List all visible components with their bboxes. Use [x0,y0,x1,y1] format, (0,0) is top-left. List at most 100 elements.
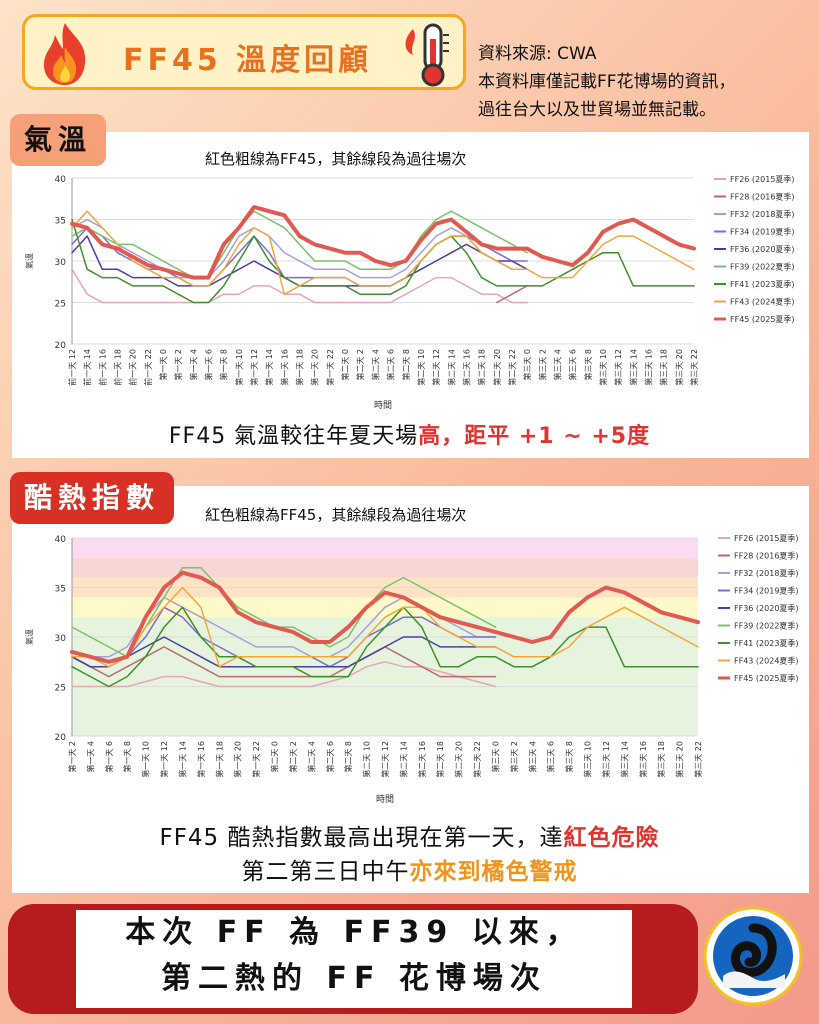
x-tick-label: 第二天 16 [417,741,427,778]
legend-entry: FF34 (2019夏季) [734,586,799,596]
x-tick-label: 第一天 6 [104,741,114,773]
x-tick-label: 第三天 6 [568,349,578,381]
series-line-ff28 [496,285,528,304]
x-tick-label: 第二天 10 [416,349,426,386]
conclusion-banner: 本次 FF 為 FF39 以來， 第二熱的 FF 花博場次 [8,904,698,1014]
conclusion-line: 本次 FF 為 FF39 以來， [125,915,583,950]
heat-index-tab: 酷熱指數 [10,472,175,524]
x-tick-label: 第三天 8 [564,741,574,773]
legend-entry: FF45 (2025夏季) [734,673,799,683]
risk-band [72,538,698,558]
x-tick-label: 第二天 20 [454,741,464,778]
legend-entry: FF32 (2018夏季) [730,209,795,219]
y-axis-label: 氣溫 [24,629,34,645]
heat-index-subtitle: 紅色粗線為FF45，其餘線段為過往場次 [205,506,467,524]
x-tick-label: 第三天 10 [598,349,608,386]
series-line-ff28 [71,646,497,678]
x-tick-label: 第三天 2 [509,741,519,773]
x-tick-label: 第三天 20 [674,349,684,386]
legend-entry: FF39 (2022夏季) [730,262,795,272]
x-tick-label: 第二天 18 [477,349,487,386]
x-tick-label: 第二天 4 [370,349,380,381]
x-tick-label: 第一天 20 [310,349,320,386]
y-tick-label: 40 [55,175,67,185]
summary-highlight: 高，距平 +1 ~ +5度 [418,424,651,449]
x-tick-label: 第一天 10 [141,741,151,778]
summary-text: FF45 氣溫較往年夏天場 [168,424,419,449]
x-tick-label: 第三天 8 [583,349,593,381]
x-axis-label: 時間 [376,794,394,805]
x-tick-label: 第三天 0 [522,349,532,381]
series-line-ff43 [71,210,695,295]
x-tick-label: 第一天 0 [158,349,168,381]
x-tick-label: 第二天 8 [401,349,411,381]
temperature-tab: 氣溫 [10,114,107,166]
x-tick-label: 第一天 22 [251,741,261,778]
y-tick-label: 30 [55,258,67,268]
x-tick-label: 第三天 4 [527,741,537,773]
x-tick-label: 第二天 22 [472,741,482,778]
x-tick-label: 前一天 14 [82,349,92,386]
weather-bureau-logo [703,906,803,1006]
x-tick-label: 第一天 10 [234,349,244,386]
x-tick-label: 第一天 4 [85,741,95,773]
series-line-ff45 [70,205,696,280]
x-tick-label: 前一天 16 [97,349,107,386]
heat-index-summary-line1: FF45 酷熱指數最高出現在第一天，達紅色危險 [0,818,819,852]
x-tick-label: 第一天 8 [219,349,229,381]
title-box: FF45 溫度回顧 [22,14,466,90]
y-tick-label: 35 [55,217,66,227]
source-line: 資料來源: CWA [478,44,597,64]
summary-text: FF45 酷熱指數最高出現在第一天，達 [159,825,564,851]
series-line-ff43 [71,586,699,668]
x-tick-label: 第二天 6 [386,349,396,381]
conclusion-line: 第二熱的 FF 花博場次 [161,961,547,996]
y-tick-label: 20 [55,733,67,743]
legend-entry: FF41 (2023夏季) [730,279,795,289]
x-tick-label: 第二天 12 [431,349,441,386]
x-tick-label: 第二天 2 [288,741,298,773]
summary-highlight-orange: 亦來到橘色警戒 [409,859,578,885]
x-tick-label: 第一天 12 [249,349,259,386]
x-tick-label: 第三天 4 [552,349,562,381]
legend-entry: FF34 (2019夏季) [730,227,795,237]
x-tick-label: 第二天 8 [343,741,353,773]
x-tick-label: 第三天 22 [693,741,703,778]
x-tick-label: 第二天 22 [507,349,517,386]
legend-entry: FF43 (2024夏季) [734,656,799,666]
y-axis-label: 氣溫 [24,253,34,269]
y-tick-label: 25 [55,684,66,694]
x-tick-label: 第一天 8 [122,741,132,773]
page-title: FF45 溫度回顧 [123,43,373,78]
series-line-ff32 [71,218,528,279]
legend-entry: FF45 (2025夏季) [730,314,795,324]
x-tick-label: 前一天 20 [128,349,138,386]
y-tick-label: 40 [55,535,67,545]
fire-icon [43,23,86,85]
x-tick-label: 第一天 12 [159,741,169,778]
legend-entry: FF32 (2018夏季) [734,568,799,578]
x-tick-label: 第二天 10 [362,741,372,778]
thermometer-icon [405,23,449,87]
y-tick-label: 20 [55,341,67,351]
x-tick-label: 第一天 2 [173,349,183,381]
x-tick-label: 第一天 4 [188,349,198,381]
x-tick-label: 第二天 0 [340,349,350,381]
series-line-ff26 [71,268,528,304]
x-tick-label: 第一天 14 [177,741,187,778]
summary-text: 第二第三日中午 [241,859,410,885]
x-tick-label: 第一天 22 [325,349,335,386]
series-line-ff45 [70,570,700,664]
legend-entry: FF28 (2016夏季) [730,192,795,202]
data-source-note: 資料來源: CWA 本資料庫僅記載FF花博場的資訊， 過往台大以及世貿場並無記載… [478,40,736,124]
x-tick-label: 前一天 18 [113,349,123,386]
legend-entry: FF36 (2020夏季) [730,244,795,254]
y-tick-label: 25 [55,300,66,310]
x-tick-label: 第一天 14 [264,349,274,386]
legend-entry: FF26 (2015夏季) [734,533,799,543]
x-tick-label: 第三天 10 [583,741,593,778]
x-tick-label: 第三天 6 [546,741,556,773]
summary-highlight-red: 紅色危險 [563,825,660,851]
